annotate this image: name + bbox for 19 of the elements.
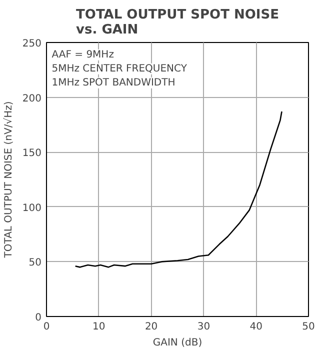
line-series bbox=[74, 110, 282, 268]
y-tick-label: 200 bbox=[22, 93, 42, 104]
annotation: 5MHz CENTER FREQUENCY bbox=[52, 63, 188, 74]
chart-title: TOTAL OUTPUT SPOT NOISE vs. GAIN bbox=[76, 8, 279, 38]
x-axis-title: GAIN (dB) bbox=[152, 338, 202, 348]
y-tick-label: 150 bbox=[22, 148, 42, 160]
x-tick-label: 30 bbox=[197, 322, 210, 332]
x-tick-label: 0 bbox=[43, 322, 50, 332]
y-tick-label: 50 bbox=[28, 258, 42, 269]
x-tick-label: 20 bbox=[144, 322, 158, 332]
x-tick-label: 50 bbox=[302, 322, 315, 332]
y-tick-label: 100 bbox=[22, 202, 42, 214]
annotation: 1MHz SPOT BANDWIDTH bbox=[52, 77, 176, 88]
y-tick-label: 250 bbox=[22, 38, 42, 50]
x-tick-label: 10 bbox=[92, 322, 106, 332]
y-axis-title: TOTAL OUTPUT NOISE (nV/√Hz) bbox=[2, 101, 14, 259]
annotation: AAF = 9MHz bbox=[52, 49, 114, 60]
y-tick-label: 0 bbox=[35, 312, 42, 324]
x-tick-label: 40 bbox=[250, 322, 262, 332]
